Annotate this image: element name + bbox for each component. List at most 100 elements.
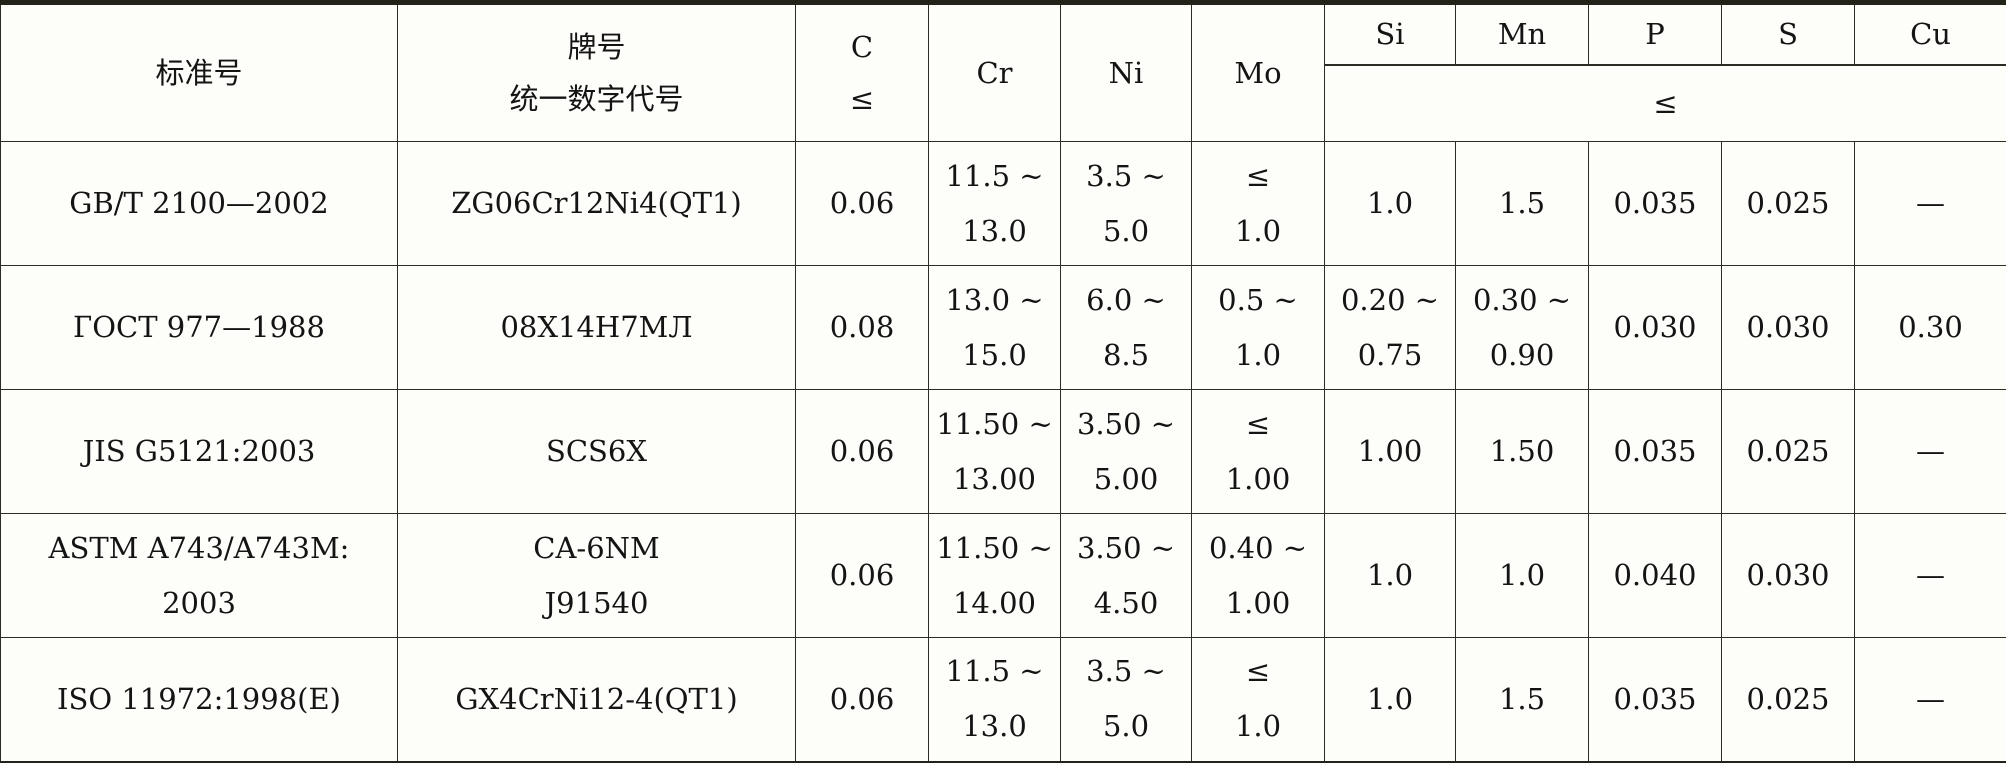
cell-line: 4.50 (1061, 576, 1191, 631)
cell-line: 1.0 (1456, 548, 1588, 603)
table-cell: 11.50 ~13.00 (929, 390, 1061, 514)
cell-line: 0.40 ~ (1192, 521, 1324, 576)
cell-line: — (1855, 424, 2006, 479)
cell-line: 0.20 ~ (1325, 273, 1455, 328)
header-grade-line2: 统一数字代号 (398, 73, 795, 125)
table-cell: SCS6X (398, 390, 796, 514)
table-cell: — (1855, 638, 2006, 762)
table-cell: GX4CrNi12-4(QT1) (398, 638, 796, 762)
table-cell: ASTM A743/A743M:2003 (1, 514, 398, 638)
header-chromium: Cr (929, 3, 1061, 142)
table-cell: 0.030 (1722, 266, 1855, 390)
cell-line: 15.0 (929, 328, 1060, 383)
cell-line: 0.5 ~ (1192, 273, 1324, 328)
cell-line: ГОСТ 977—1988 (1, 300, 397, 355)
table-cell: 0.30 (1855, 266, 2006, 390)
cell-line: — (1855, 176, 2006, 231)
cell-line: 5.0 (1061, 204, 1191, 259)
cell-line: 0.040 (1589, 548, 1721, 603)
cell-line: 2003 (1, 576, 397, 631)
header-carbon-limit: ≤ (796, 73, 928, 125)
cell-line: 0.06 (796, 548, 928, 603)
cell-line: 14.00 (929, 576, 1060, 631)
table-cell: 0.06 (796, 390, 929, 514)
cell-line: ASTM A743/A743M: (1, 521, 397, 576)
cell-line: 1.0 (1192, 699, 1324, 754)
cell-line: 11.50 ~ (929, 521, 1060, 576)
cell-line: 11.5 ~ (929, 149, 1060, 204)
table-cell: ≤1.0 (1192, 638, 1325, 762)
cell-line: 5.0 (1061, 699, 1191, 754)
table-cell: 11.50 ~14.00 (929, 514, 1061, 638)
cell-line: 1.50 (1456, 424, 1588, 479)
cell-line: ≤ (1192, 644, 1324, 699)
cell-line: 1.0 (1192, 328, 1324, 383)
table-cell: 0.030 (1722, 514, 1855, 638)
cell-line: CA-6NM (398, 521, 795, 576)
cell-line: 0.030 (1722, 300, 1854, 355)
table-cell: 11.5 ~13.0 (929, 142, 1061, 266)
header-phosphorus: P (1589, 3, 1722, 65)
cell-line: 0.06 (796, 672, 928, 727)
cell-line: 0.30 ~ (1456, 273, 1588, 328)
table-cell: 1.5 (1456, 638, 1589, 762)
table-cell: 1.0 (1325, 638, 1456, 762)
cell-line: — (1855, 672, 2006, 727)
cell-line: SCS6X (398, 424, 795, 479)
table-cell: 1.0 (1456, 514, 1589, 638)
cell-line: 1.0 (1325, 548, 1455, 603)
header-manganese: Mn (1456, 3, 1589, 65)
cell-line: 0.035 (1589, 672, 1721, 727)
table-cell: 3.5 ~5.0 (1061, 638, 1192, 762)
table-cell: 0.025 (1722, 390, 1855, 514)
cell-line: 1.5 (1456, 176, 1588, 231)
table-cell: 0.040 (1589, 514, 1722, 638)
cell-line: 0.06 (796, 176, 928, 231)
cell-line: 3.5 ~ (1061, 149, 1191, 204)
cell-line: 0.025 (1722, 424, 1854, 479)
table-cell: 0.5 ~1.0 (1192, 266, 1325, 390)
cell-line: 0.06 (796, 424, 928, 479)
less-equal-symbol: ≤ (1325, 77, 2006, 129)
table-cell: 1.5 (1456, 142, 1589, 266)
cell-line: 0.08 (796, 300, 928, 355)
cell-line: 6.0 ~ (1061, 273, 1191, 328)
cell-line: 13.0 (929, 204, 1060, 259)
cell-line: 11.5 ~ (929, 644, 1060, 699)
header-grade: 牌号 统一数字代号 (398, 3, 796, 142)
table-cell: — (1855, 390, 2006, 514)
header-copper: Cu (1855, 3, 2006, 65)
cell-line: 1.00 (1325, 424, 1455, 479)
header-nickel: Ni (1061, 3, 1192, 142)
header-silicon: Si (1325, 3, 1456, 65)
cell-line: 13.00 (929, 452, 1060, 507)
cell-line: 13.0 ~ (929, 273, 1060, 328)
table-cell: 0.40 ~1.00 (1192, 514, 1325, 638)
cell-line: 1.5 (1456, 672, 1588, 727)
table-cell: 0.030 (1589, 266, 1722, 390)
table-cell: 3.50 ~4.50 (1061, 514, 1192, 638)
table-cell: 1.0 (1325, 514, 1456, 638)
cell-line: 0.025 (1722, 672, 1854, 727)
table-cell: 3.5 ~5.0 (1061, 142, 1192, 266)
cell-line: 08Х14Н7МЛ (398, 300, 795, 355)
cell-line: 1.00 (1192, 452, 1324, 507)
table-cell: 0.035 (1589, 390, 1722, 514)
cell-line: GX4CrNi12-4(QT1) (398, 672, 795, 727)
table-cell: 0.025 (1722, 638, 1855, 762)
table-cell: 13.0 ~15.0 (929, 266, 1061, 390)
header-sulfur: S (1722, 3, 1855, 65)
cell-line: 0.030 (1722, 548, 1854, 603)
table-cell: 11.5 ~13.0 (929, 638, 1061, 762)
table-cell: — (1855, 142, 2006, 266)
table-cell: 3.50 ~5.00 (1061, 390, 1192, 514)
cell-line: — (1855, 548, 2006, 603)
table-cell: ГОСТ 977—1988 (1, 266, 398, 390)
cell-line: 0.035 (1589, 424, 1721, 479)
